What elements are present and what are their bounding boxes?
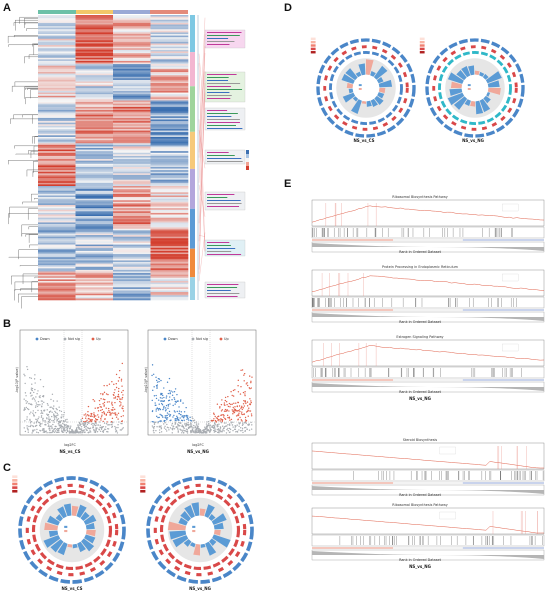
volcano-xlabel-1: log2FC: [64, 443, 76, 447]
circos-plot-c2: [140, 475, 254, 584]
volcano-frame: [147, 329, 257, 436]
panel-label-e: E: [284, 178, 292, 190]
volcano-legend-down-2: Down: [168, 337, 178, 341]
volcano-ylabel-2: -log10(P value): [144, 366, 148, 392]
column-annotation-3: [113, 10, 150, 14]
panel-label-c: C: [3, 462, 11, 474]
gsea-caption-3: NS_vs_NG: [409, 396, 431, 401]
circos-caption-d2: NS_vs_NG: [462, 138, 484, 143]
gsea-plot-4: [311, 442, 545, 496]
circos-plot-d2: [419, 37, 525, 138]
panel-label-b: B: [3, 318, 11, 330]
volcano-panel: [19, 329, 257, 436]
column-annotation-1: [38, 10, 76, 14]
heatmap-panel: [7, 10, 249, 309]
volcano-caption-1: NS_vs_CS: [59, 449, 80, 454]
row-dendrogram: [7, 17, 38, 309]
heatmap-cells: [38, 15, 189, 301]
circos-caption-c1: NS_vs_CS: [61, 586, 82, 591]
volcano-legend-notsig-2: Not sig: [196, 337, 208, 341]
gsea-title-3: Estrogen Signaling Pathway: [396, 335, 443, 339]
volcano-legend-up-1: Up: [96, 337, 101, 341]
circos-plot-c1: [12, 475, 126, 584]
column-annotation-4: [150, 10, 188, 14]
gsea-caption-5: NS_vs_NG: [409, 564, 431, 569]
circos-caption-c2: NS_vs_NG: [189, 586, 211, 591]
gsea-panel: [311, 199, 545, 561]
gsea-xlabel-3: Rank in Ordered Dataset: [399, 390, 442, 394]
heatmap-color-legend: [246, 150, 249, 170]
volcano-legend-notsig-1: Not sig: [68, 337, 80, 341]
gsea-xlabel-5: Rank in Ordered Dataset: [399, 558, 442, 562]
volcano-legend-up-2: Up: [224, 337, 229, 341]
cluster-annotation-bars: [190, 15, 199, 300]
circos-panels: [12, 37, 525, 584]
volcano-legend-down-1: Down: [40, 337, 50, 341]
gsea-title-2: Protein Processing in Endoplasmic Reticu…: [382, 265, 459, 269]
gsea-title-1: Ribosomal Biosynthesis Pathway: [392, 195, 447, 199]
gsea-plot-3: [311, 339, 545, 393]
volcano-caption-2: NS_vs_NG: [187, 449, 209, 454]
gsea-xlabel-2: Rank in Ordered Dataset: [399, 320, 442, 324]
gsea-xlabel-1: Rank in Ordered Dataset: [399, 250, 442, 254]
gsea-xlabel-4: Rank in Ordered Dataset: [399, 493, 442, 497]
gsea-plot-2: [311, 269, 545, 323]
panel-label-d: D: [284, 2, 292, 14]
gsea-title-4: Steroid Biosynthesis: [403, 438, 438, 442]
gsea-plot-5: [311, 507, 545, 561]
gsea-title-5: Ribosomal Biosynthesis Pathway: [392, 503, 447, 507]
panel-label-a: A: [3, 2, 11, 14]
volcano-ylabel-1: -log10(P value): [15, 366, 19, 392]
gsea-plot-1: [311, 199, 545, 253]
circos-caption-d1: NS_vs_CS: [353, 138, 374, 143]
circos-plot-d1: [310, 37, 416, 138]
column-annotation-2: [76, 10, 113, 14]
cluster-annotation-boxes: [198, 17, 246, 299]
volcano-xlabel-2: log2FC: [192, 443, 204, 447]
volcano-frame: [19, 329, 129, 436]
